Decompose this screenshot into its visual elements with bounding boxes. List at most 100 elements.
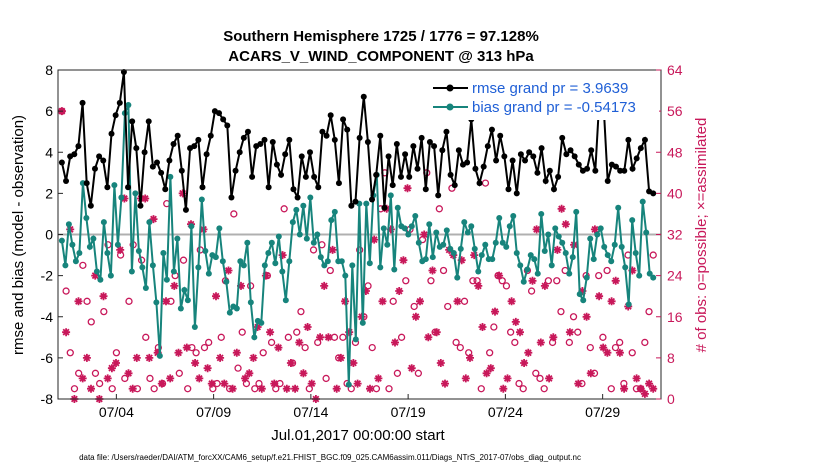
obs-possible-point: [393, 369, 402, 377]
rmse-point: [83, 180, 90, 187]
bias-point: [139, 264, 146, 271]
bias-point: [195, 264, 202, 271]
obs-assimilated-point: [257, 384, 266, 393]
obs-assimilated-point: [62, 328, 71, 337]
rmse-point: [422, 186, 429, 193]
bias-point: [258, 319, 265, 326]
bias-point: [426, 221, 433, 228]
obs-possible-point: [607, 385, 615, 393]
bias-point: [503, 243, 510, 250]
obs-assimilated-point: [174, 348, 183, 357]
rmse-point: [207, 132, 214, 139]
obs-possible-point: [205, 338, 213, 347]
obs-assimilated-point: [157, 379, 166, 388]
obs-possible-point: [121, 374, 129, 383]
bias-point: [76, 250, 83, 257]
obs-assimilated-point: [261, 271, 270, 280]
rmse-point: [451, 182, 458, 189]
bias-point: [83, 215, 90, 222]
rmse-point: [311, 173, 318, 180]
obs-assimilated-point: [595, 292, 604, 301]
bias-point: [107, 272, 114, 279]
obs-possible-point: [104, 241, 112, 249]
rmse-point: [369, 196, 376, 203]
obs-possible-point: [217, 333, 225, 341]
obs-assimilated-point: [511, 317, 520, 326]
y-right-tick-label: 40: [667, 185, 683, 201]
bias-point: [517, 262, 524, 269]
obs-assimilated-point: [482, 369, 491, 378]
bias-point: [450, 250, 457, 257]
rmse-point: [344, 126, 351, 133]
obs-possible-point: [569, 313, 578, 321]
rmse-point: [216, 110, 223, 117]
bias-point: [471, 245, 478, 252]
obs-assimilated-point: [291, 384, 300, 393]
bias-point: [135, 247, 142, 254]
obs-possible-point: [66, 349, 74, 357]
obs-possible-point: [87, 318, 95, 326]
obs-assimilated-point: [332, 384, 341, 393]
obs-assimilated-point: [453, 297, 462, 306]
bias-point: [324, 258, 331, 265]
bias-point: [279, 268, 286, 275]
obs-assimilated-point: [195, 374, 204, 383]
obs-possible-point: [469, 277, 477, 285]
bias-point: [625, 301, 632, 308]
obs-assimilated-point: [224, 266, 233, 275]
bias-point: [212, 254, 219, 261]
obs-possible-point: [150, 385, 158, 393]
obs-assimilated-point: [99, 292, 108, 301]
rmse-point: [476, 180, 483, 187]
obs-possible-point: [603, 266, 611, 275]
rmse-point: [323, 132, 330, 139]
bias-point: [594, 231, 601, 238]
bias-point: [184, 297, 191, 304]
obs-possible-point: [234, 364, 242, 372]
rmse-point: [625, 136, 632, 143]
obs-possible-point: [142, 333, 150, 341]
rmse-point: [244, 128, 251, 135]
bias-series: [58, 101, 657, 388]
obs-possible-point: [599, 333, 607, 341]
bias-point: [167, 173, 174, 180]
rmse-point: [373, 171, 380, 178]
rmse-point: [331, 136, 338, 143]
bias-point: [58, 237, 65, 244]
y-tick-label: -2: [41, 268, 54, 284]
obs-assimilated-point: [474, 281, 483, 290]
obs-assimilated-point: [274, 343, 283, 352]
obs-assimilated-point: [120, 194, 129, 203]
obs-assimilated-point: [378, 297, 387, 306]
y-axis-label: rmse and bias (model - observation): [10, 115, 27, 355]
rmse-point: [182, 206, 189, 213]
rmse-point: [265, 184, 272, 191]
bias-point: [520, 278, 527, 285]
bias-point: [307, 194, 314, 201]
bias-point: [496, 215, 503, 222]
obs-assimilated-point: [220, 379, 229, 388]
rmse-point: [555, 173, 562, 180]
rmse-point: [249, 173, 256, 180]
obs-assimilated-point: [540, 281, 549, 290]
rmse-point: [340, 116, 347, 123]
obs-assimilated-point: [366, 384, 374, 393]
obs-possible-point: [477, 385, 485, 393]
bias-point: [646, 270, 653, 277]
rmse-point: [629, 165, 636, 172]
bias-point: [240, 262, 247, 269]
rmse-point: [327, 112, 334, 119]
bias-point: [639, 198, 646, 205]
obs-assimilated-point: [436, 359, 445, 367]
obs-assimilated-point: [78, 374, 87, 383]
rmse-point: [592, 167, 599, 174]
obs-assimilated-point: [470, 251, 479, 260]
obs-assimilated-point: [237, 281, 245, 290]
obs-possible-point: [439, 266, 448, 275]
obs-assimilated-point: [145, 353, 154, 362]
obs-assimilated-point: [603, 348, 612, 357]
bias-point: [433, 229, 440, 236]
rmse-point: [236, 149, 243, 156]
obs-assimilated-point: [636, 384, 645, 393]
obs-possible-point: [397, 333, 406, 341]
